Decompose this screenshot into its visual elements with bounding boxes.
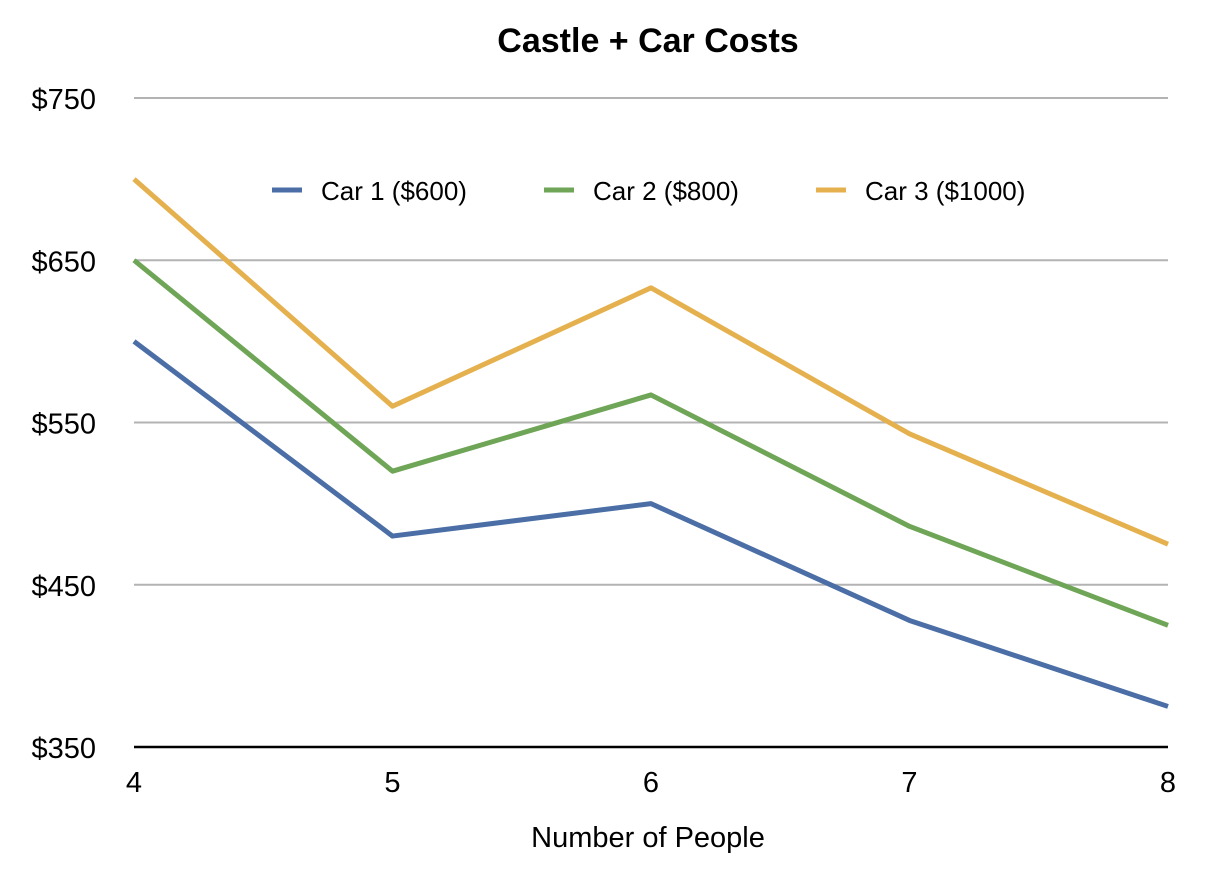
series-line-3 [132, 177, 1169, 547]
gridlines [134, 97, 1168, 586]
chart-title: Castle + Car Costs [497, 22, 798, 60]
series-lines [132, 177, 1169, 709]
y-axis-ticks: $350 $450 $550 $650 $750 [31, 84, 96, 765]
y-tick-label: $450 [31, 571, 96, 603]
x-tick-label: 7 [901, 767, 917, 799]
x-axis-ticks: 4 5 6 7 8 [126, 767, 1176, 799]
y-tick-label: $750 [31, 84, 96, 116]
legend-label-3: Car 3 ($1000) [865, 176, 1025, 206]
x-tick-label: 8 [1160, 767, 1176, 799]
x-tick-label: 4 [126, 767, 142, 799]
legend: Car 1 ($600) Car 2 ($800) Car 3 ($1000) [272, 176, 1025, 206]
y-tick-label: $650 [31, 246, 96, 278]
y-tick-label: $350 [31, 733, 96, 765]
x-axis-label: Number of People [531, 822, 765, 854]
x-tick-label: 5 [384, 767, 400, 799]
y-tick-label: $550 [31, 409, 96, 441]
series-line-2 [132, 258, 1169, 628]
legend-label-1: Car 1 ($600) [321, 176, 467, 206]
series-line-1 [132, 339, 1169, 709]
x-tick-label: 6 [643, 767, 659, 799]
legend-label-2: Car 2 ($800) [593, 176, 739, 206]
